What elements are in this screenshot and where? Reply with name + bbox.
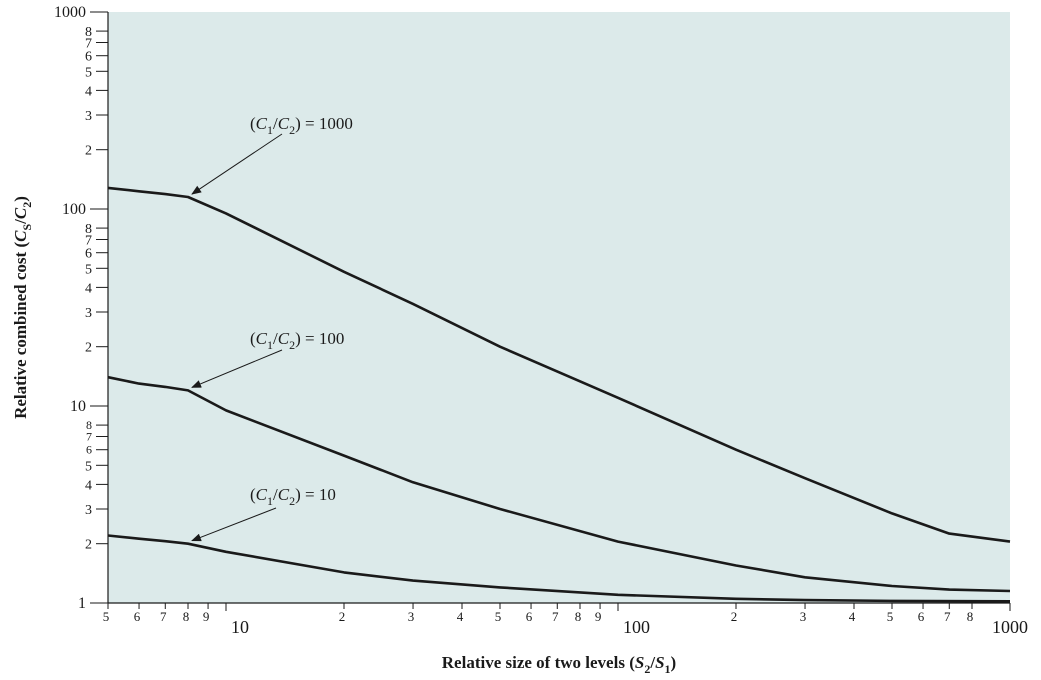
- x-tick-label: 8: [575, 609, 582, 624]
- x-tick-label: 4: [457, 609, 464, 624]
- x-tick-label: 5: [103, 609, 110, 624]
- y-tick-label: 3: [85, 503, 92, 518]
- y-tick-label: 6: [86, 443, 92, 457]
- series-annotation-0: (C1/C2) = 1000: [191, 114, 353, 195]
- x-tick-label: 1000: [992, 617, 1028, 637]
- x-tick-label: 9: [595, 609, 602, 624]
- y-tick-label: 10: [70, 398, 86, 415]
- y-tick-label: 100: [62, 201, 86, 218]
- y-tick-label: 4: [85, 84, 92, 99]
- series-line-0: [107, 186, 1011, 543]
- series-annotation-2: (C1/C2) = 10: [191, 485, 336, 542]
- y-tick-label: 5: [85, 262, 92, 277]
- y-tick-label: 1000: [54, 4, 86, 21]
- x-tick-label: 3: [408, 609, 415, 624]
- y-tick-label: 2: [85, 341, 92, 356]
- y-axis-title: Relative combined cost (CS/C2): [11, 196, 34, 419]
- x-tick-label: 10: [231, 617, 249, 637]
- y-tick-label: 4: [85, 281, 92, 296]
- x-tick-label: 6: [918, 609, 925, 624]
- y-tick-label: 2: [85, 538, 92, 553]
- x-tick-label: 7: [552, 609, 559, 624]
- x-tick-label: 6: [526, 609, 533, 624]
- y-tick-label: 8: [86, 418, 92, 432]
- annotation-arrow: [191, 507, 277, 542]
- x-tick-label: 7: [160, 609, 167, 624]
- annotation-label: (C1/C2) = 100: [250, 329, 344, 352]
- y-tick-label: 6: [85, 247, 92, 262]
- x-tick-label: 8: [183, 609, 190, 624]
- series-annotation-1: (C1/C2) = 100: [191, 329, 344, 388]
- plot-area: [108, 12, 1010, 603]
- y-tick-label: 5: [85, 459, 92, 474]
- annotation-label: (C1/C2) = 1000: [250, 114, 353, 137]
- x-tick-label: 4: [849, 609, 856, 624]
- y-tick-label: 3: [85, 109, 92, 124]
- x-tick-label: 100: [623, 617, 650, 637]
- x-tick-label: 5: [887, 609, 894, 624]
- y-tick-label: 4: [85, 478, 92, 493]
- x-axis-title: Relative size of two levels (S2/S1): [442, 653, 676, 676]
- series-layer: [107, 186, 1011, 603]
- y-tick-label: 1: [78, 595, 86, 612]
- annotation-arrow: [191, 349, 283, 388]
- y-tick-label: 2: [85, 144, 92, 159]
- x-tick-label: 8: [967, 609, 974, 624]
- x-tick-label: 9: [203, 609, 210, 624]
- series-line-1: [107, 375, 1011, 593]
- x-tick-label: 5: [495, 609, 502, 624]
- y-tick-label: 3: [85, 306, 92, 321]
- y-tick-label: 6: [85, 50, 92, 65]
- x-tick-label: 7: [944, 609, 951, 624]
- y-tick-label: 7: [85, 37, 92, 52]
- annotation-arrow: [191, 133, 283, 195]
- y-tick-label: 7: [86, 430, 92, 444]
- x-tick-label: 2: [339, 609, 346, 624]
- y-tick-label: 8: [85, 25, 92, 40]
- x-tick-label: 2: [731, 609, 738, 624]
- x-tick-label: 3: [800, 609, 807, 624]
- y-tick-label: 8: [85, 222, 92, 237]
- annotation-layer: (C1/C2) = 1000 (C1/C2) = 100 (C1/C2) = 10: [191, 114, 353, 542]
- y-tick-label: 5: [85, 65, 92, 80]
- series-line-2: [107, 534, 1011, 603]
- x-tick-label: 6: [134, 609, 141, 624]
- annotation-label: (C1/C2) = 10: [250, 485, 336, 508]
- y-tick-label: 7: [85, 234, 92, 249]
